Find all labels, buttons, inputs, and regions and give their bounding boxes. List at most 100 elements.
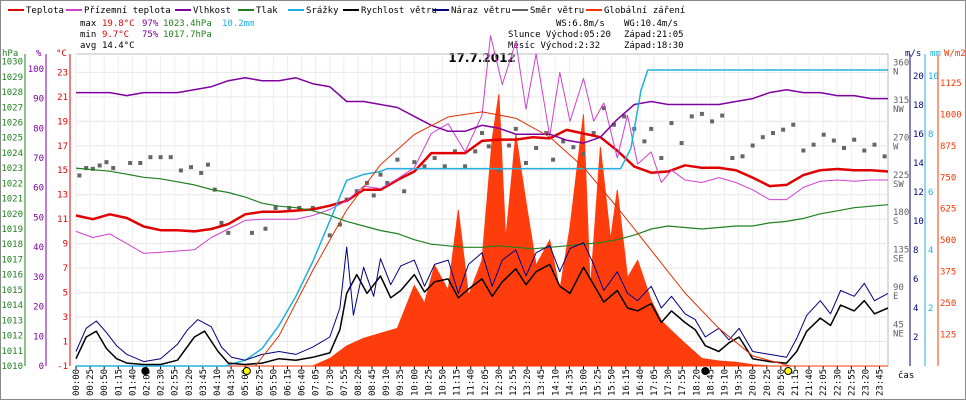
- wind-direction-point: [263, 226, 268, 231]
- hum-tick-label: 0: [39, 362, 44, 372]
- press-tick-label: 1021: [1, 195, 23, 205]
- sun-moon-marker: [784, 367, 793, 375]
- sun-moon-marker: [141, 367, 150, 375]
- max-label: max: [80, 19, 97, 29]
- dir-tick-label: 270: [893, 133, 909, 143]
- wind-direction-point: [128, 160, 133, 165]
- wind-tick-label: 6: [913, 275, 918, 285]
- wind-direction-point: [219, 220, 224, 225]
- press-tick-label: 1019: [1, 225, 23, 235]
- temp-tick-label: 7: [63, 264, 68, 274]
- wind-tick-label: 20: [913, 72, 924, 82]
- rad-unit: W/m2: [944, 49, 966, 59]
- wind-direction-point: [710, 119, 715, 124]
- time-label: 20:00: [749, 369, 759, 396]
- wind-direction-point: [561, 139, 566, 144]
- wind-direction-point: [750, 143, 755, 148]
- wind-direction-point: [496, 168, 501, 173]
- press-tick-label: 1026: [1, 118, 23, 128]
- moon-info: Měsíc Východ:2:32: [508, 41, 600, 51]
- wind-direction-point: [801, 148, 806, 153]
- time-label: 15:25: [594, 369, 604, 396]
- wind-direction-point: [811, 142, 816, 147]
- legend-item: Rychlost větru: [361, 6, 437, 16]
- press-tick-label: 1015: [1, 286, 23, 296]
- wind-direction-point: [226, 230, 231, 235]
- wind-direction-point: [138, 160, 143, 165]
- dir-tick-name: NE: [893, 330, 904, 340]
- time-label: 05:50: [269, 369, 279, 396]
- min-press: 1017.7hPa: [163, 30, 212, 40]
- wind-tick-label: 2: [913, 333, 918, 343]
- wind-direction-point: [591, 131, 596, 136]
- wind-direction-point: [669, 121, 674, 126]
- time-label: 22:05: [819, 369, 829, 396]
- series-line-p-zemn-teplota: [75, 35, 888, 254]
- temp-tick-label: 11: [57, 215, 68, 225]
- temp-tick-label: -1: [57, 362, 68, 372]
- time-label: 06:15: [283, 369, 293, 396]
- wind-tick-label: 10: [913, 217, 924, 227]
- series-line-sr-ky: [76, 69, 888, 367]
- dir-tick-label: 90: [893, 283, 904, 293]
- wind-tick-label: 8: [913, 246, 918, 256]
- min-temp: 9.7°C: [102, 30, 129, 40]
- time-label: 21:15: [791, 369, 801, 396]
- wind-direction-point: [523, 160, 528, 165]
- wind-gust-info: WG:10.4m/s: [624, 19, 678, 29]
- wind-direction-point: [842, 146, 847, 151]
- temp-tick-label: 3: [63, 313, 68, 323]
- time-label: 20:25: [763, 369, 773, 396]
- time-label: 04:10: [213, 369, 223, 396]
- time-unit: čas: [898, 370, 914, 381]
- legend-item: Tlak: [256, 6, 278, 16]
- time-label: 19:10: [720, 369, 730, 396]
- sun-info: Slunce Východ:05:20: [508, 30, 611, 40]
- rad-tick-label: 250: [940, 299, 956, 309]
- max-temp: 19.8°C: [102, 19, 135, 29]
- hum-tick-label: 60: [33, 184, 44, 194]
- wind-direction-point: [205, 162, 210, 167]
- hum-tick-label: 100: [28, 65, 44, 75]
- wind-direction-point: [412, 160, 417, 165]
- wind-direction-point: [730, 156, 735, 160]
- wind-direction-point: [178, 168, 183, 173]
- wind-tick-label: 12: [913, 188, 924, 198]
- hum-unit: %: [36, 49, 42, 59]
- wind-direction-point: [249, 230, 254, 235]
- dir-tick-label: 135: [893, 246, 909, 256]
- rain-tick-label: 10: [928, 72, 939, 82]
- radiation-area: [76, 94, 888, 367]
- wind-direction-point: [551, 157, 556, 162]
- series-line-teplota: [75, 128, 889, 233]
- time-label: 07:30: [326, 369, 336, 396]
- wind-direction-point: [77, 173, 82, 178]
- temp-tick-label: 13: [57, 191, 68, 201]
- wind-direction-point: [442, 164, 447, 169]
- hum-tick-label: 30: [33, 273, 44, 283]
- press-tick-label: 1016: [1, 271, 23, 281]
- wind-direction-point: [507, 143, 512, 148]
- time-label: 02:55: [171, 369, 181, 396]
- wind-tick-label: 18: [913, 101, 924, 111]
- avg-label: avg: [80, 41, 96, 51]
- wind-speed-info: WS:6.8m/s: [556, 19, 605, 29]
- temp-tick-label: 19: [57, 117, 68, 127]
- time-label: 03:20: [185, 369, 195, 396]
- wind-direction-point: [699, 111, 704, 116]
- time-label: 17:55: [678, 369, 688, 396]
- dir-tick-name: NW: [893, 105, 904, 115]
- time-label: 23:20: [861, 369, 871, 396]
- wind-direction-point: [273, 205, 278, 210]
- time-label: 11:15: [453, 369, 463, 396]
- time-label: 07:55: [340, 369, 350, 396]
- time-label: 19:35: [735, 369, 745, 396]
- series-line-rychlost-v-tru: [75, 263, 889, 366]
- wind-direction-point: [287, 205, 292, 210]
- wind-direction-point: [473, 149, 478, 154]
- press-tick-label: 1018: [1, 240, 23, 250]
- wind-direction-point: [402, 189, 407, 194]
- wind-direction-point: [378, 172, 383, 177]
- wind-direction-point: [689, 114, 694, 119]
- rad-tick-label: 500: [940, 236, 956, 246]
